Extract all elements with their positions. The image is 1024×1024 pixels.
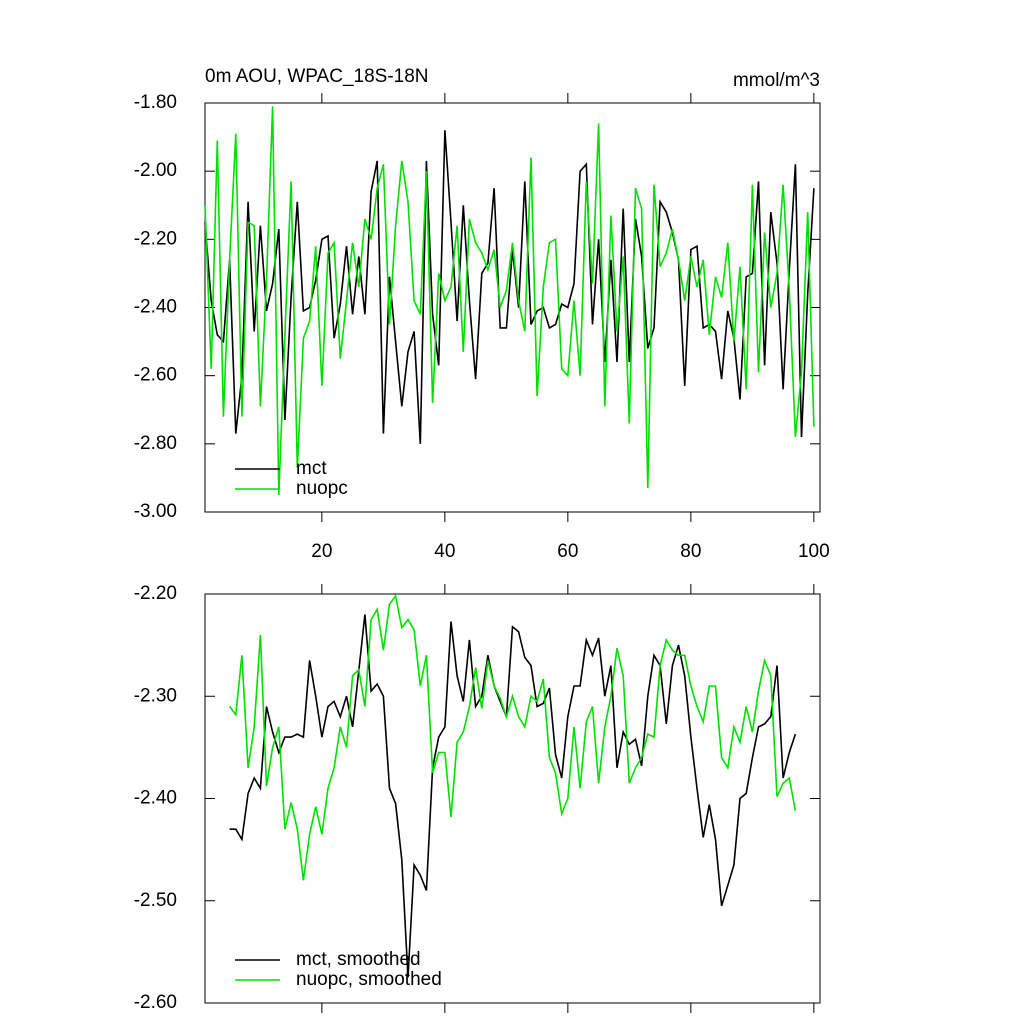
legend-label: nuopc xyxy=(296,478,348,499)
y-tick-label: -2.40 xyxy=(134,297,177,318)
y-tick-label: -2.80 xyxy=(134,433,177,454)
x-tick-label: 40 xyxy=(434,541,455,562)
y-tick-label: -1.80 xyxy=(134,92,177,113)
legend-label: mct, smoothed xyxy=(296,949,421,970)
data-line xyxy=(229,614,797,978)
y-tick-label: -2.20 xyxy=(134,583,177,604)
y-tick-label: -2.50 xyxy=(134,890,177,911)
panel: -2.60 -2.50 -2.40 -2.30 -2.20 mct, smoothednu… xyxy=(134,583,821,1013)
legend-label: nuopc, smoothed xyxy=(296,969,442,990)
y-tick-label: -3.00 xyxy=(134,501,177,522)
x-tick-label: 20 xyxy=(311,541,332,562)
x-tick-label: 100 xyxy=(798,541,830,562)
units-label: mmol/m^3 xyxy=(733,70,820,91)
x-tick-label: 60 xyxy=(557,541,578,562)
y-tick-label: -2.40 xyxy=(134,788,177,809)
data-line xyxy=(228,594,797,881)
y-tick-label: -2.00 xyxy=(134,160,177,181)
chart-title: 0m AOU, WPAC_18S-18N xyxy=(205,66,429,87)
legend-label: mct xyxy=(296,458,327,479)
x-tick-label: 80 xyxy=(680,541,701,562)
y-tick-label: -2.30 xyxy=(134,685,177,706)
y-tick-label: -2.20 xyxy=(134,228,177,249)
y-tick-label: -2.60 xyxy=(134,992,177,1013)
data-line xyxy=(204,130,815,444)
y-tick-label: -2.60 xyxy=(134,365,177,386)
data-line xyxy=(204,106,815,496)
panel: 0m AOU, WPAC_18S-18N mmol/m^3 -3.00 -2.80 -2… xyxy=(134,66,830,562)
plot-frame xyxy=(204,593,821,1004)
